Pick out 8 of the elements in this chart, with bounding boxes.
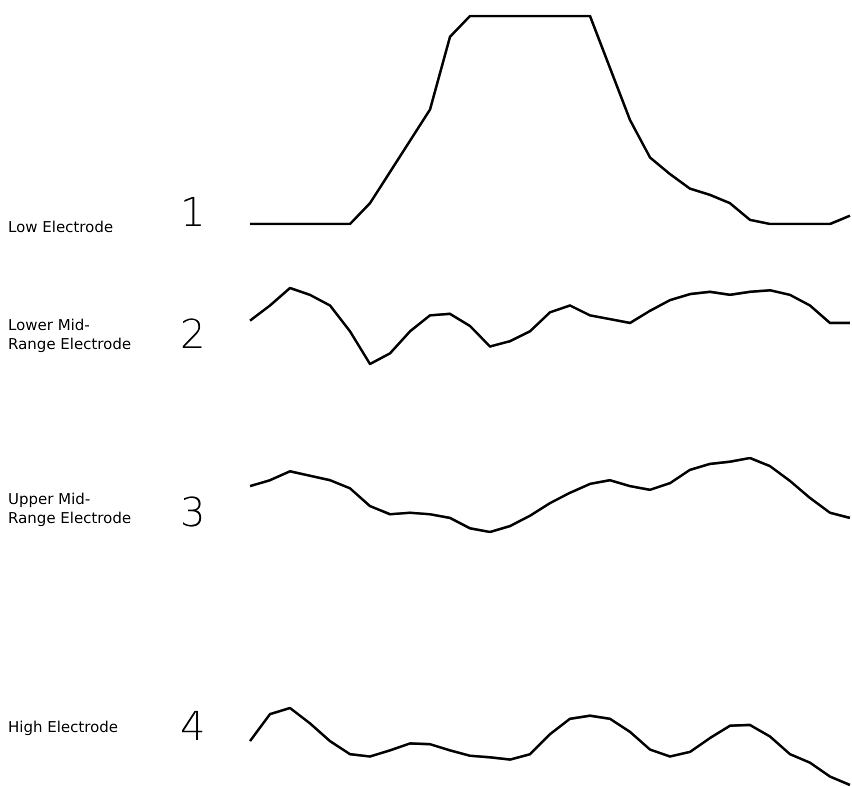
y-axis-title: Upper Mid-Range Electrode — [8, 490, 132, 528]
y-axis-title: Low Electrode — [8, 218, 114, 237]
text: 3 — [180, 490, 206, 536]
y-axis-title: Lower Mid-Range Electrode — [8, 316, 132, 354]
text: 4 — [180, 704, 206, 750]
text: 1 — [180, 190, 206, 236]
y-axis-title: High Electrode — [8, 718, 120, 737]
text: 2 — [180, 312, 206, 358]
